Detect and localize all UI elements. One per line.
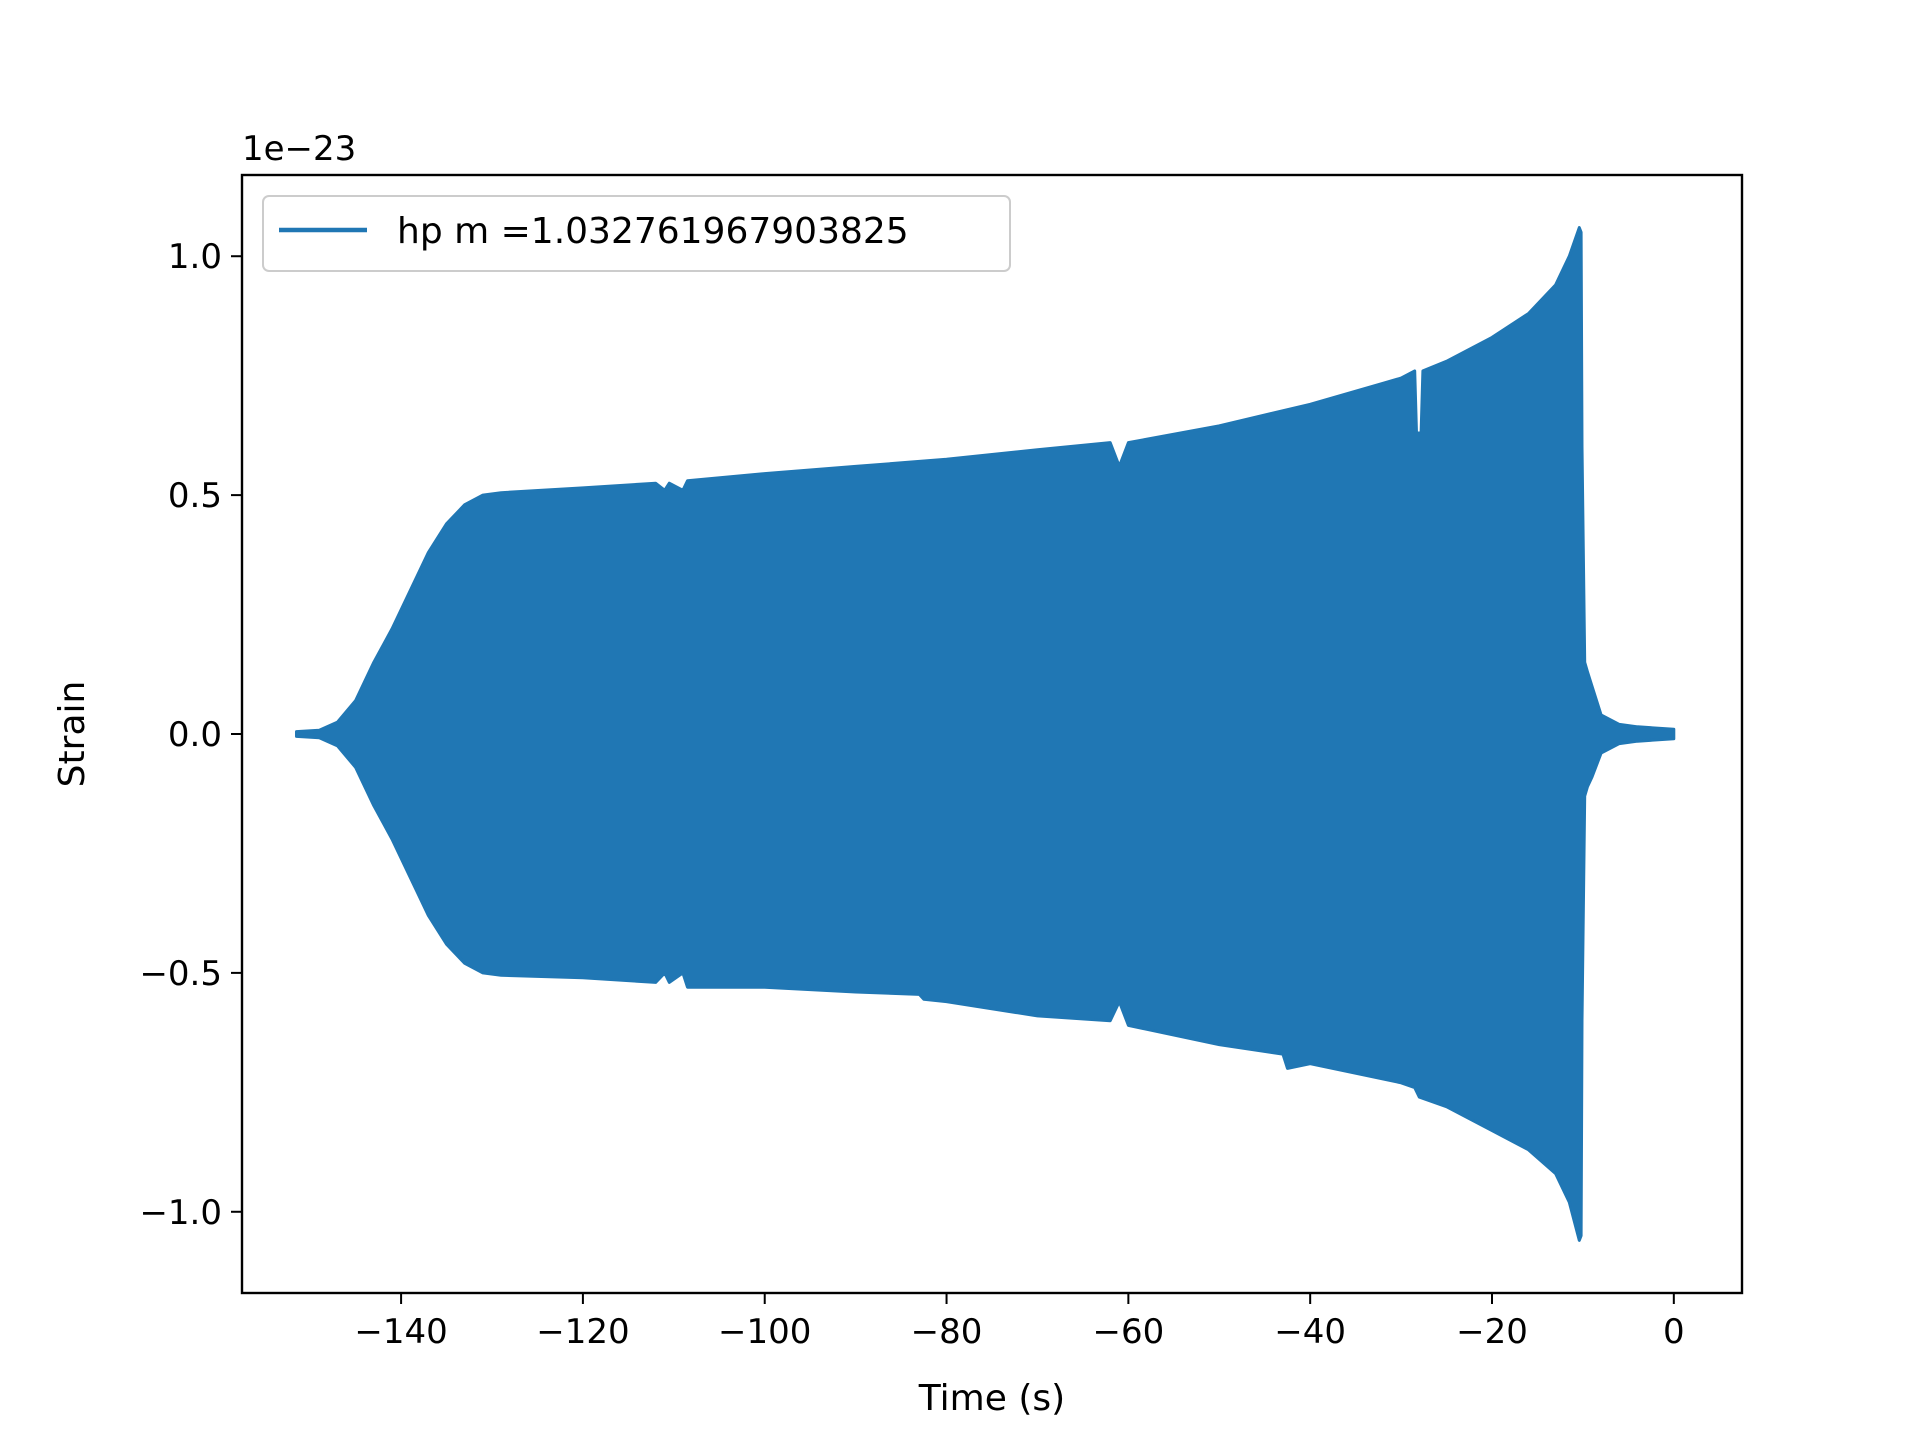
x-tick-label: −100: [718, 1312, 811, 1352]
y-axis: 1.0 0.5 0.0 −0.5 −1.0: [139, 237, 242, 1233]
x-tick-label: −140: [354, 1312, 447, 1352]
legend: hp m =1.032761967903825: [262, 195, 1011, 272]
x-tick-label: 0: [1663, 1312, 1685, 1352]
y-tick-label: 1.0: [168, 237, 222, 277]
x-axis: −140 −120 −100 −80 −60 −40 −20 0: [354, 1293, 1685, 1352]
x-tick-label: −80: [911, 1312, 983, 1352]
legend-entry-label: hp m =1.032761967903825: [397, 211, 909, 252]
y-axis-label: Strain: [52, 681, 93, 788]
x-tick-label: −40: [1274, 1312, 1346, 1352]
series-waveform-0: [295, 226, 1676, 1242]
x-tick-label: −60: [1092, 1312, 1164, 1352]
y-tick-label: −0.5: [139, 954, 222, 994]
y-tick-label: −1.0: [139, 1193, 222, 1233]
y-offset-label: 1e−23: [242, 129, 356, 169]
legend-box: [262, 195, 1011, 272]
plot-area: [295, 226, 1676, 1242]
x-tick-label: −120: [536, 1312, 629, 1352]
y-tick-label: 0.0: [168, 715, 222, 755]
x-tick-label: −20: [1456, 1312, 1528, 1352]
x-axis-label: Time (s): [918, 1378, 1065, 1419]
y-tick-label: 0.5: [168, 476, 222, 516]
